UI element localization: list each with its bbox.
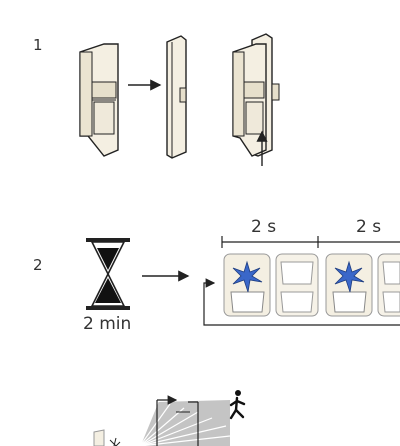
detector-small-icon	[93, 429, 121, 446]
led-flashing-detector	[325, 253, 373, 317]
detector-body-icon	[79, 43, 119, 157]
walk-path-lines	[156, 395, 199, 446]
interval-label-1: 2 s	[251, 217, 277, 237]
step-number-2: 2	[33, 256, 43, 274]
loop-arrow-icon	[203, 278, 400, 326]
wait-time-label: 2 min	[83, 314, 132, 334]
coverage-fan	[139, 400, 231, 446]
timing-bracket	[221, 236, 400, 248]
led-off-detector	[275, 253, 319, 317]
mounting-plate-icon	[166, 35, 187, 159]
interval-label-2: 2 s	[356, 217, 382, 237]
led-off-detector	[377, 253, 400, 317]
led-flashing-detector	[223, 253, 271, 317]
hourglass-icon	[86, 238, 130, 310]
step-number-1: 1	[33, 36, 43, 54]
assembled-detector-icon	[232, 33, 280, 157]
walking-person-icon	[229, 390, 246, 420]
